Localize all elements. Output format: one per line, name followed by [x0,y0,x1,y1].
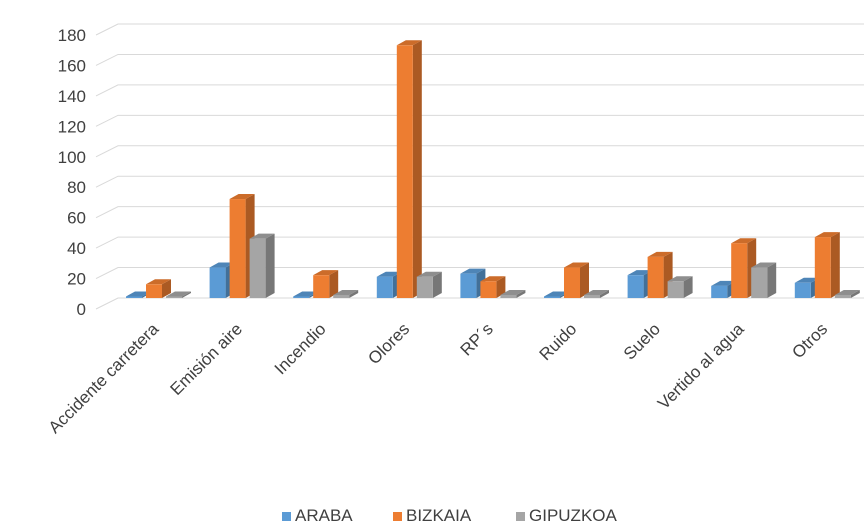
y-tick-label: 20 [67,270,86,289]
y-tick-label: 0 [77,300,86,319]
gridline [95,206,864,219]
bar-bizkaia-4 [480,276,506,298]
bar-gipuzkoa-1 [249,233,275,298]
bar-gipuzkoa-5 [584,289,609,298]
gridline [95,267,864,280]
x-category-label: Olores [364,319,413,368]
x-category-label: RP´s [457,319,497,359]
gridline [95,23,864,36]
gridline [95,114,864,127]
gridline [95,84,864,97]
y-axis-ticks: 0 20 40 60 80 100 120 140 160 180 [58,26,86,319]
y-tick-label: 80 [67,178,86,197]
x-category-label: Emisión aire [166,319,246,399]
gridline [95,53,864,66]
y-tick-label: 140 [58,87,86,106]
legend-item-bizkaia: BIZKAIA [393,506,472,525]
legend-label: ARABA [295,506,353,525]
legend-swatch [282,512,291,521]
bar-araba-4 [460,268,486,298]
bar-bizkaia-2 [313,270,339,298]
bar-gipuzkoa-2 [333,289,359,298]
gridlines [95,23,864,310]
bar-bizkaia-0 [146,279,171,298]
x-category-label: Incendio [271,319,330,378]
legend-item-gipuzkoa: GIPUZKOA [516,506,618,525]
x-category-label: Otros [788,319,831,362]
bar-gipuzkoa-8 [834,289,860,298]
y-tick-label: 180 [58,26,86,45]
bar-bizkaia-3 [396,40,422,299]
legend-label: BIZKAIA [406,506,472,525]
y-tick-label: 60 [67,209,86,228]
x-category-label: Ruido [536,319,581,364]
gridline [95,175,864,188]
y-tick-label: 120 [58,117,86,136]
bar-gipuzkoa-7 [751,262,777,298]
y-tick-label: 100 [58,148,86,167]
gridline [95,297,864,310]
bar-gipuzkoa-3 [416,271,442,298]
x-category-label: Suelo [620,319,664,363]
x-axis-categories: Accidente carretera Emisión aire Incendio O… [45,319,831,437]
bars [126,40,860,299]
y-tick-label: 40 [67,239,86,258]
x-category-label: Vertido al agua [654,319,748,413]
bar-gipuzkoa-4 [500,289,526,298]
legend: ARABA BIZKAIA GIPUZKOA [282,506,618,525]
bar-bizkaia-8 [814,232,840,298]
bar-gipuzkoa-0 [166,291,191,298]
gridline [95,145,864,158]
legend-item-araba: ARABA [282,506,353,525]
bar-gipuzkoa-6 [667,276,693,298]
y-tick-label: 160 [58,56,86,75]
gridline [95,236,864,249]
legend-label: GIPUZKOA [529,506,618,525]
bar-bizkaia-5 [564,262,589,298]
x-category-label: Accidente carretera [45,319,163,437]
legend-swatch [516,512,525,521]
legend-swatch [393,512,402,521]
